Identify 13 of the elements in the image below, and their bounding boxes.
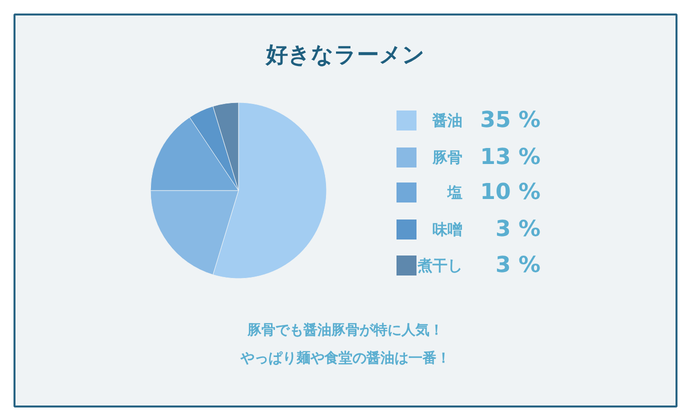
text: 豚骨でも醤油豚骨が特に人気！ xyxy=(246,322,444,338)
data-label: 10 % xyxy=(480,180,541,205)
legend-label: 味噌 xyxy=(432,220,462,238)
legend-label: 豚骨 xyxy=(432,148,462,166)
data-label: 3 % xyxy=(495,253,541,278)
text: やっぱり麺や食堂の醤油は一番！ xyxy=(240,350,450,366)
legend-label: 醤油 xyxy=(432,112,462,130)
chart-title: 好きなラーメン xyxy=(265,43,425,68)
legend-label: 塩 xyxy=(446,184,462,202)
data-label: 35 % xyxy=(480,108,541,133)
data-label: 13 % xyxy=(480,145,541,170)
data-label: 3 % xyxy=(495,217,541,242)
legend-label: 煮干し xyxy=(416,256,462,274)
